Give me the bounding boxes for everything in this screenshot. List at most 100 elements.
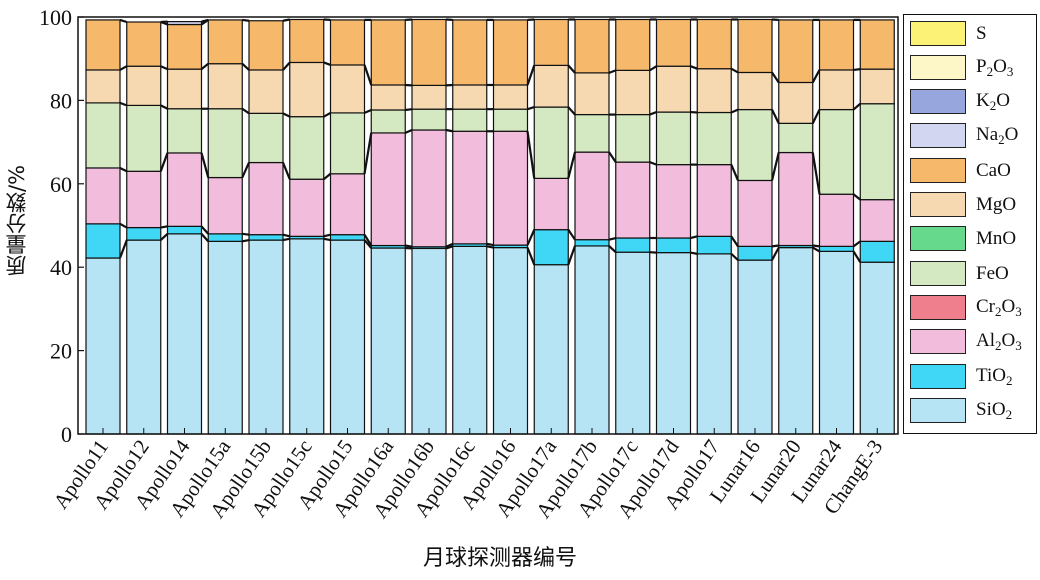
- connector: [567, 151, 577, 179]
- segment-MgO: [818, 69, 855, 111]
- connector: [445, 128, 453, 133]
- legend-item-P2O3: P2O3: [910, 53, 1013, 81]
- connector: [200, 233, 210, 243]
- segment-Al2O3: [85, 167, 121, 225]
- segment-MgO: [85, 69, 121, 104]
- segment-MgO: [411, 84, 447, 110]
- segment-FeO: [207, 108, 243, 179]
- legend-item-Na2O: Na2O: [910, 122, 1018, 150]
- segment-MgO: [126, 65, 162, 107]
- bar-Apollo17c: [615, 18, 651, 435]
- legend-item-Al2O3: Al2O3: [910, 328, 1022, 356]
- segment-Na2O: [166, 20, 203, 26]
- connector: [690, 251, 698, 255]
- segment-CaO: [696, 18, 732, 70]
- segment-SiO2: [696, 253, 732, 435]
- connector: [242, 232, 250, 236]
- connector: [527, 106, 535, 111]
- legend-swatch: [910, 157, 966, 183]
- segment-CaO: [329, 19, 366, 66]
- segment-TiO2: [737, 245, 773, 261]
- connector: [200, 62, 209, 70]
- connector: [690, 235, 698, 240]
- y-tick-label: 0: [61, 422, 72, 447]
- connector: [119, 18, 128, 24]
- legend-label: K2O: [976, 90, 1010, 114]
- bar-Apollo16b: [411, 18, 447, 435]
- connector: [242, 239, 250, 243]
- connector: [363, 64, 373, 86]
- connector: [852, 102, 861, 111]
- segment-MgO: [289, 61, 325, 118]
- legend: S P2O3 K2O Na2O CaO MgO MnO FeO Cr2O3 Al2O3 TiO2 Si…: [903, 14, 1037, 434]
- legend-label: P2O3: [976, 55, 1014, 79]
- legend-label: SiO2: [976, 398, 1013, 422]
- x-axis: Apollo11Apollo12Apollo14Apollo15aApollo1…: [48, 428, 887, 522]
- segment-FeO: [452, 108, 488, 132]
- connector: [405, 244, 413, 248]
- bar-Apollo12: [126, 21, 162, 435]
- connector: [323, 172, 332, 181]
- segment-TiO2: [126, 226, 162, 241]
- connector: [323, 61, 331, 66]
- connector: [730, 108, 739, 114]
- segment-FeO: [533, 106, 569, 179]
- segment-Al2O3: [289, 178, 325, 237]
- legend-item-Cr2O3: Cr2O3: [910, 293, 1022, 321]
- connector: [811, 109, 821, 124]
- legend-swatch: [910, 397, 966, 423]
- connector: [730, 253, 739, 261]
- segment-FeO: [655, 111, 692, 166]
- connector: [200, 152, 210, 178]
- segment-MgO: [248, 69, 284, 114]
- bar-Apollo15b: [248, 20, 284, 435]
- segment-SiO2: [778, 247, 814, 435]
- connector: [323, 237, 331, 242]
- segment-Al2O3: [452, 130, 488, 245]
- segment-MgO: [207, 63, 243, 110]
- connector: [853, 68, 861, 72]
- segment-MgO: [329, 64, 366, 114]
- segment-MgO: [166, 68, 203, 110]
- connector: [200, 225, 210, 235]
- connector: [445, 245, 454, 250]
- connector: [282, 61, 291, 71]
- segment-Al2O3: [818, 193, 855, 247]
- legend-label: S: [976, 22, 987, 44]
- connector: [852, 193, 861, 201]
- connector: [526, 131, 536, 179]
- segment-SiO2: [655, 252, 692, 435]
- legend-swatch: [910, 260, 966, 286]
- segment-Al2O3: [492, 130, 529, 246]
- legend-label: Al2O3: [976, 330, 1022, 354]
- connector: [404, 128, 413, 134]
- connector: [119, 65, 128, 71]
- connector: [811, 69, 821, 83]
- bar-Lunar24: [818, 19, 855, 435]
- connector: [323, 111, 332, 118]
- legend-label: MgO: [976, 194, 1017, 215]
- bar-Apollo15c: [289, 18, 325, 435]
- segment-CaO: [859, 19, 895, 70]
- connector: [567, 229, 576, 241]
- legend-item-MnO: MnO: [910, 225, 1016, 253]
- bar-ChangE-3: [859, 19, 895, 435]
- connector: [363, 239, 373, 249]
- connector: [282, 18, 290, 22]
- bars-group: [85, 18, 895, 435]
- segment-SiO2: [452, 245, 488, 435]
- plot-frame: [77, 16, 899, 435]
- segment-SiO2: [492, 247, 529, 435]
- connector: [608, 245, 617, 253]
- segment-TiO2: [818, 245, 855, 252]
- bar-Apollo15: [329, 19, 366, 435]
- connector: [363, 132, 373, 174]
- connector: [608, 151, 617, 163]
- connector: [771, 244, 779, 248]
- legend-item-CaO: CaO: [910, 156, 1011, 184]
- connector: [567, 245, 577, 266]
- segment-Al2O3: [655, 164, 692, 239]
- legend-swatch: [910, 20, 966, 46]
- legend-item-SiO2: SiO2: [910, 396, 1012, 424]
- connector: [364, 108, 372, 114]
